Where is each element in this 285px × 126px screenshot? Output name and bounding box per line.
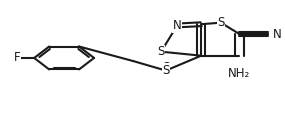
Text: S: S: [217, 16, 225, 29]
Text: S: S: [162, 61, 170, 74]
Text: S: S: [157, 45, 165, 58]
Text: NH₂: NH₂: [228, 67, 251, 80]
Text: S: S: [162, 64, 170, 77]
Text: N: N: [273, 27, 282, 41]
Text: N: N: [173, 19, 182, 32]
Text: F: F: [14, 51, 21, 65]
